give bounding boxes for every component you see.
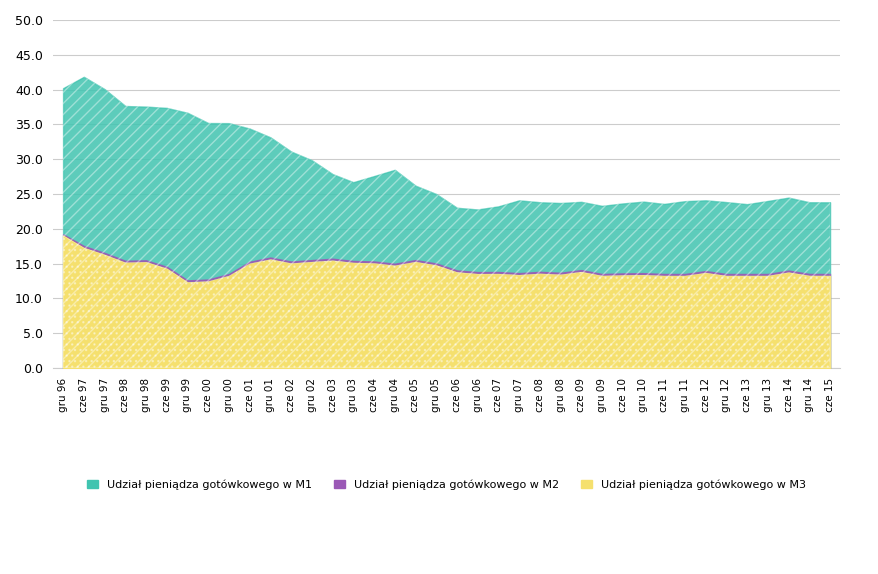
Legend: Udział pieniądza gotówkowego w M1, Udział pieniądza gotówkowego w M2, Udział pie: Udział pieniądza gotówkowego w M1, Udzia… bbox=[83, 475, 810, 495]
